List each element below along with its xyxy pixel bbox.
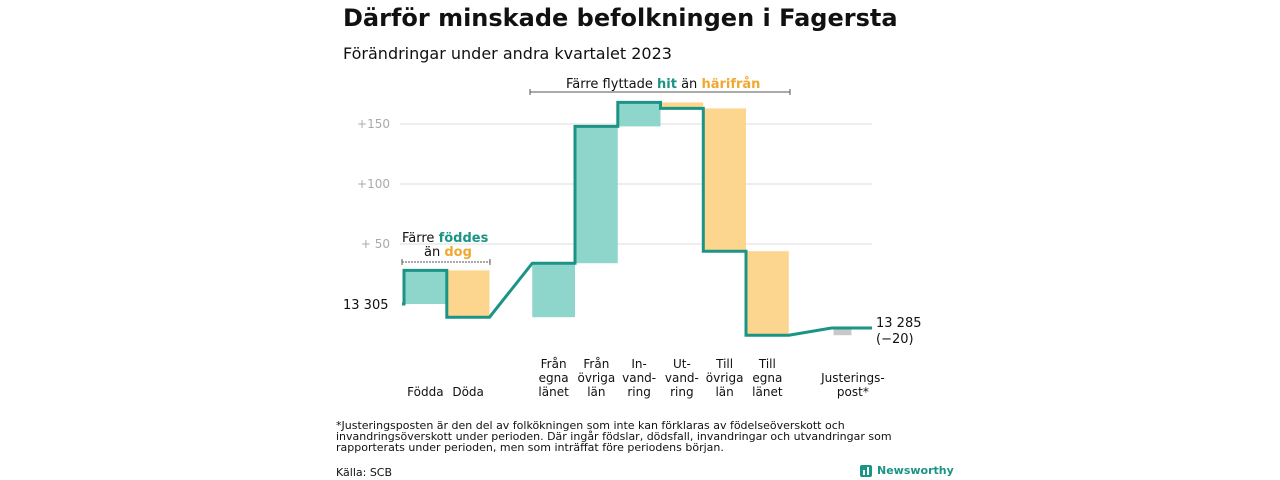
bar-tillegnalänet (746, 251, 789, 336)
y-tick-label: +100 (357, 177, 390, 191)
cumulative-step-line (402, 100, 872, 337)
bar-frånegnalänet (532, 263, 575, 318)
brand-logo: Newsworthy (860, 464, 954, 477)
bar-invandring (617, 102, 661, 127)
annotation-births-highlight: föddes (439, 231, 489, 246)
y-tick-label: +150 (357, 117, 390, 131)
chart-title: Därför minskade befolkningen i Fagersta (343, 4, 898, 32)
category-label: län (587, 385, 605, 399)
chart-subtitle: Förändringar under andra kvartalet 2023 (343, 44, 672, 63)
annotation-deaths-highlight: dog (444, 245, 472, 260)
y-tick-label: + 50 (361, 237, 390, 251)
category-label: övriga (578, 371, 616, 385)
end-change-label: (−20) (876, 332, 914, 347)
bar-utvandring (660, 102, 704, 109)
newsworthy-logo-icon (860, 464, 872, 477)
bar-justeringspost (833, 328, 852, 336)
category-label: Justerings- (820, 371, 885, 385)
category-label: ring (670, 385, 694, 399)
source-credit: Källa: SCB (336, 466, 393, 479)
category-label: länet (752, 385, 783, 399)
category-label: Till (758, 357, 776, 371)
brand-name: Newsworthy (877, 464, 954, 477)
category-label: övriga (706, 371, 744, 385)
category-label: Från (583, 357, 609, 371)
category-label: vand- (665, 371, 699, 385)
bar-födda (404, 270, 447, 304)
category-label: post* (837, 385, 869, 399)
annotation-migration-text: Färre flyttade hit än härifrån (566, 77, 760, 92)
annotation-births-line1: Färre föddes (402, 231, 489, 246)
end-value-label: 13 285 (876, 316, 922, 331)
category-label: Döda (452, 385, 484, 399)
bar-frånövrigalän (575, 126, 618, 264)
category-label: Till (715, 357, 733, 371)
category-label: län (715, 385, 733, 399)
start-value-label: 13 305 (343, 298, 389, 313)
category-label: länet (538, 385, 569, 399)
annotation-migration-harifran: härifrån (701, 77, 760, 92)
annotation-births-line2: än dog (424, 245, 472, 260)
category-label: Från (541, 357, 567, 371)
bar-tillövrigalän (703, 108, 746, 252)
category-label: Ut- (673, 357, 691, 371)
bar-döda (446, 270, 490, 318)
annotation-migration-hit: hit (657, 77, 677, 92)
footnote: *Justeringsposten är den del av folkökni… (336, 419, 892, 454)
category-label: Födda (407, 385, 443, 399)
annotation-migration: Färre flyttade hit än härifrån (529, 77, 791, 95)
category-label: egna (752, 371, 782, 385)
category-label: ring (627, 385, 651, 399)
category-label: In- (631, 357, 646, 371)
category-label: egna (539, 371, 569, 385)
annotation-births-deaths: Färre föddes än dog (401, 231, 491, 265)
category-label: vand- (622, 371, 656, 385)
